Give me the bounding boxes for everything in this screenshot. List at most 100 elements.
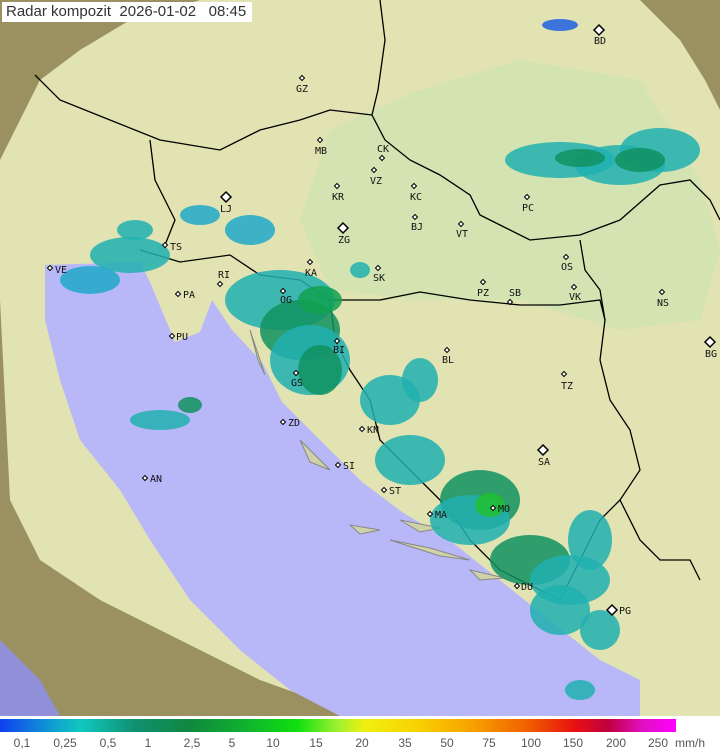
city-bj[interactable]: BJ [411, 213, 423, 234]
city-marker-icon [426, 510, 434, 518]
city-label: BI [333, 345, 345, 356]
legend-tick: 75 [482, 736, 496, 750]
city-ck[interactable]: CK [377, 144, 389, 162]
city-marker-icon [658, 288, 666, 296]
city-label: OG [280, 295, 292, 306]
map-title: Radar kompozit 2026-01-02 08:45 [2, 2, 253, 22]
legend-tick: 250 [647, 736, 669, 750]
precipitation-echoes [60, 19, 700, 700]
city-label: DU [521, 582, 533, 593]
city-bd[interactable]: BD [592, 23, 606, 47]
city-bl[interactable]: BL [442, 346, 454, 367]
city-kn[interactable]: KN [358, 425, 380, 436]
city-marker-icon [562, 253, 570, 261]
city-marker-icon [410, 182, 418, 190]
city-ka[interactable]: KA [305, 258, 317, 280]
city-bi[interactable]: BI [333, 337, 345, 357]
city-du[interactable]: DU [513, 582, 534, 593]
city-an[interactable]: AN [141, 474, 163, 485]
city-marker-icon [605, 603, 619, 617]
city-st[interactable]: ST [380, 486, 402, 497]
rain-echo [60, 266, 120, 294]
city-marker-icon [333, 337, 341, 345]
rain-echo [565, 680, 595, 700]
rain-echo [117, 220, 153, 240]
city-label: BJ [411, 222, 423, 233]
rain-echo [130, 410, 190, 430]
city-pc[interactable]: PC [522, 193, 534, 215]
city-mo[interactable]: MO [489, 504, 511, 515]
legend-tick: 1 [144, 736, 152, 750]
city-lj[interactable]: LJ [219, 190, 233, 215]
city-gz[interactable]: GZ [296, 74, 308, 96]
city-marker-icon [536, 443, 550, 457]
city-marker-icon [358, 425, 366, 433]
city-ts[interactable]: TS [161, 241, 183, 253]
city-vt[interactable]: VT [456, 220, 468, 241]
city-label: PA [183, 290, 195, 301]
city-marker-icon [506, 298, 514, 306]
city-kr[interactable]: KR [332, 182, 345, 204]
city-marker-icon [306, 258, 314, 266]
title-date: 2026-01-02 [119, 3, 197, 20]
city-marker-icon [370, 166, 378, 174]
city-label: BL [442, 355, 454, 366]
city-pg[interactable]: PG [605, 603, 631, 617]
city-pz[interactable]: PZ [477, 278, 489, 300]
title-time: 08:45 [208, 3, 247, 20]
city-og[interactable]: OG [279, 287, 292, 307]
city-label: OS [561, 262, 573, 273]
city-zd[interactable]: ZD [279, 418, 301, 429]
city-mb[interactable]: MB [315, 136, 327, 158]
city-vz[interactable]: VZ [370, 166, 382, 188]
city-marker-icon [279, 287, 287, 295]
city-label: SK [373, 273, 385, 284]
rain-echo [615, 148, 665, 172]
city-label: MB [315, 146, 327, 157]
city-ve[interactable]: VE [46, 264, 68, 276]
city-si[interactable]: SI [334, 461, 356, 472]
city-ma[interactable]: MA [426, 510, 448, 521]
city-marker-icon [560, 370, 568, 378]
city-marker-icon [457, 220, 465, 228]
city-marker-icon [216, 280, 224, 288]
city-label: NS [657, 298, 669, 309]
city-label: SB [509, 288, 521, 299]
city-label: PC [522, 203, 534, 214]
city-label: PZ [477, 288, 489, 299]
city-marker-icon [336, 221, 350, 235]
city-label: KA [305, 268, 317, 279]
city-sb[interactable]: SB [506, 288, 522, 306]
rain-echo [225, 215, 275, 245]
city-label: GS [291, 378, 303, 389]
city-label: TS [170, 242, 182, 253]
city-vk[interactable]: VK [569, 283, 581, 304]
city-os[interactable]: OS [561, 253, 573, 274]
city-zg[interactable]: ZG [336, 221, 350, 246]
rain-echo [475, 493, 505, 517]
city-pu[interactable]: PU [168, 332, 189, 343]
city-marker-icon [316, 136, 324, 144]
legend-tick: 100 [520, 736, 542, 750]
legend-tick: 35 [398, 736, 412, 750]
city-sa[interactable]: SA [536, 443, 550, 468]
city-label: VK [569, 292, 581, 303]
city-bg[interactable]: BG [703, 335, 717, 360]
city-marker-icon [513, 582, 521, 590]
city-marker-icon [279, 418, 287, 426]
rain-echo [298, 345, 342, 395]
city-ns[interactable]: NS [657, 288, 669, 310]
city-gs[interactable]: GS [291, 369, 303, 390]
city-ri[interactable]: RI [216, 270, 231, 288]
legend-tick: 200 [605, 736, 627, 750]
city-tz[interactable]: TZ [560, 370, 573, 393]
city-pa[interactable]: PA [174, 290, 196, 301]
city-sk[interactable]: SK [373, 264, 385, 285]
city-kc[interactable]: KC [410, 182, 422, 204]
legend-tick: 0,25 [53, 736, 77, 750]
city-marker-icon [168, 332, 176, 340]
city-label: PU [176, 332, 188, 343]
city-label: GZ [296, 84, 308, 95]
city-markers: GZ MB CK VZ KR KC LJ ZG BJ VT KA SK PZ SB OS VK NS BG PC BD… [46, 23, 717, 617]
radar-map[interactable]: GZ MB CK VZ KR KC LJ ZG BJ VT KA SK PZ SB OS VK NS BG PC BD… [0, 0, 720, 716]
